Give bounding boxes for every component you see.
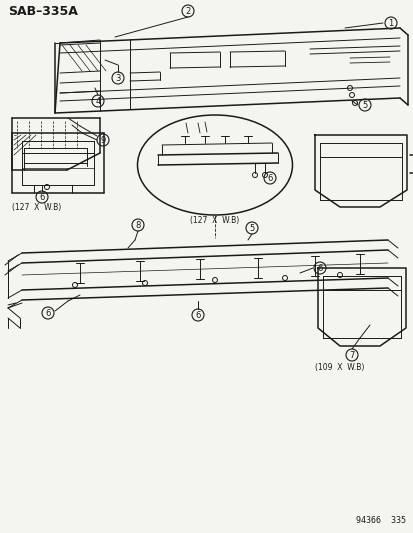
Text: 6: 6	[39, 192, 45, 201]
Text: (127  X  W.B): (127 X W.B)	[190, 216, 239, 225]
Text: 7: 7	[349, 351, 354, 359]
Text: 5: 5	[249, 223, 254, 232]
Text: 2: 2	[185, 6, 190, 15]
Text: 6: 6	[195, 311, 200, 319]
Text: 6: 6	[45, 309, 50, 318]
Text: 6: 6	[316, 263, 322, 272]
Text: 9: 9	[100, 135, 105, 144]
Text: (127  X  W.B): (127 X W.B)	[12, 203, 61, 212]
Text: (109  X  W.B): (109 X W.B)	[314, 363, 363, 372]
Text: 6: 6	[267, 174, 272, 182]
Text: 5: 5	[361, 101, 367, 109]
Text: 8: 8	[135, 221, 140, 230]
Text: 4: 4	[95, 96, 100, 106]
Text: SAB–335A: SAB–335A	[8, 5, 78, 18]
Text: 1: 1	[387, 19, 393, 28]
Text: 3: 3	[115, 74, 121, 83]
Text: 94366  335: 94366 335	[355, 516, 405, 525]
